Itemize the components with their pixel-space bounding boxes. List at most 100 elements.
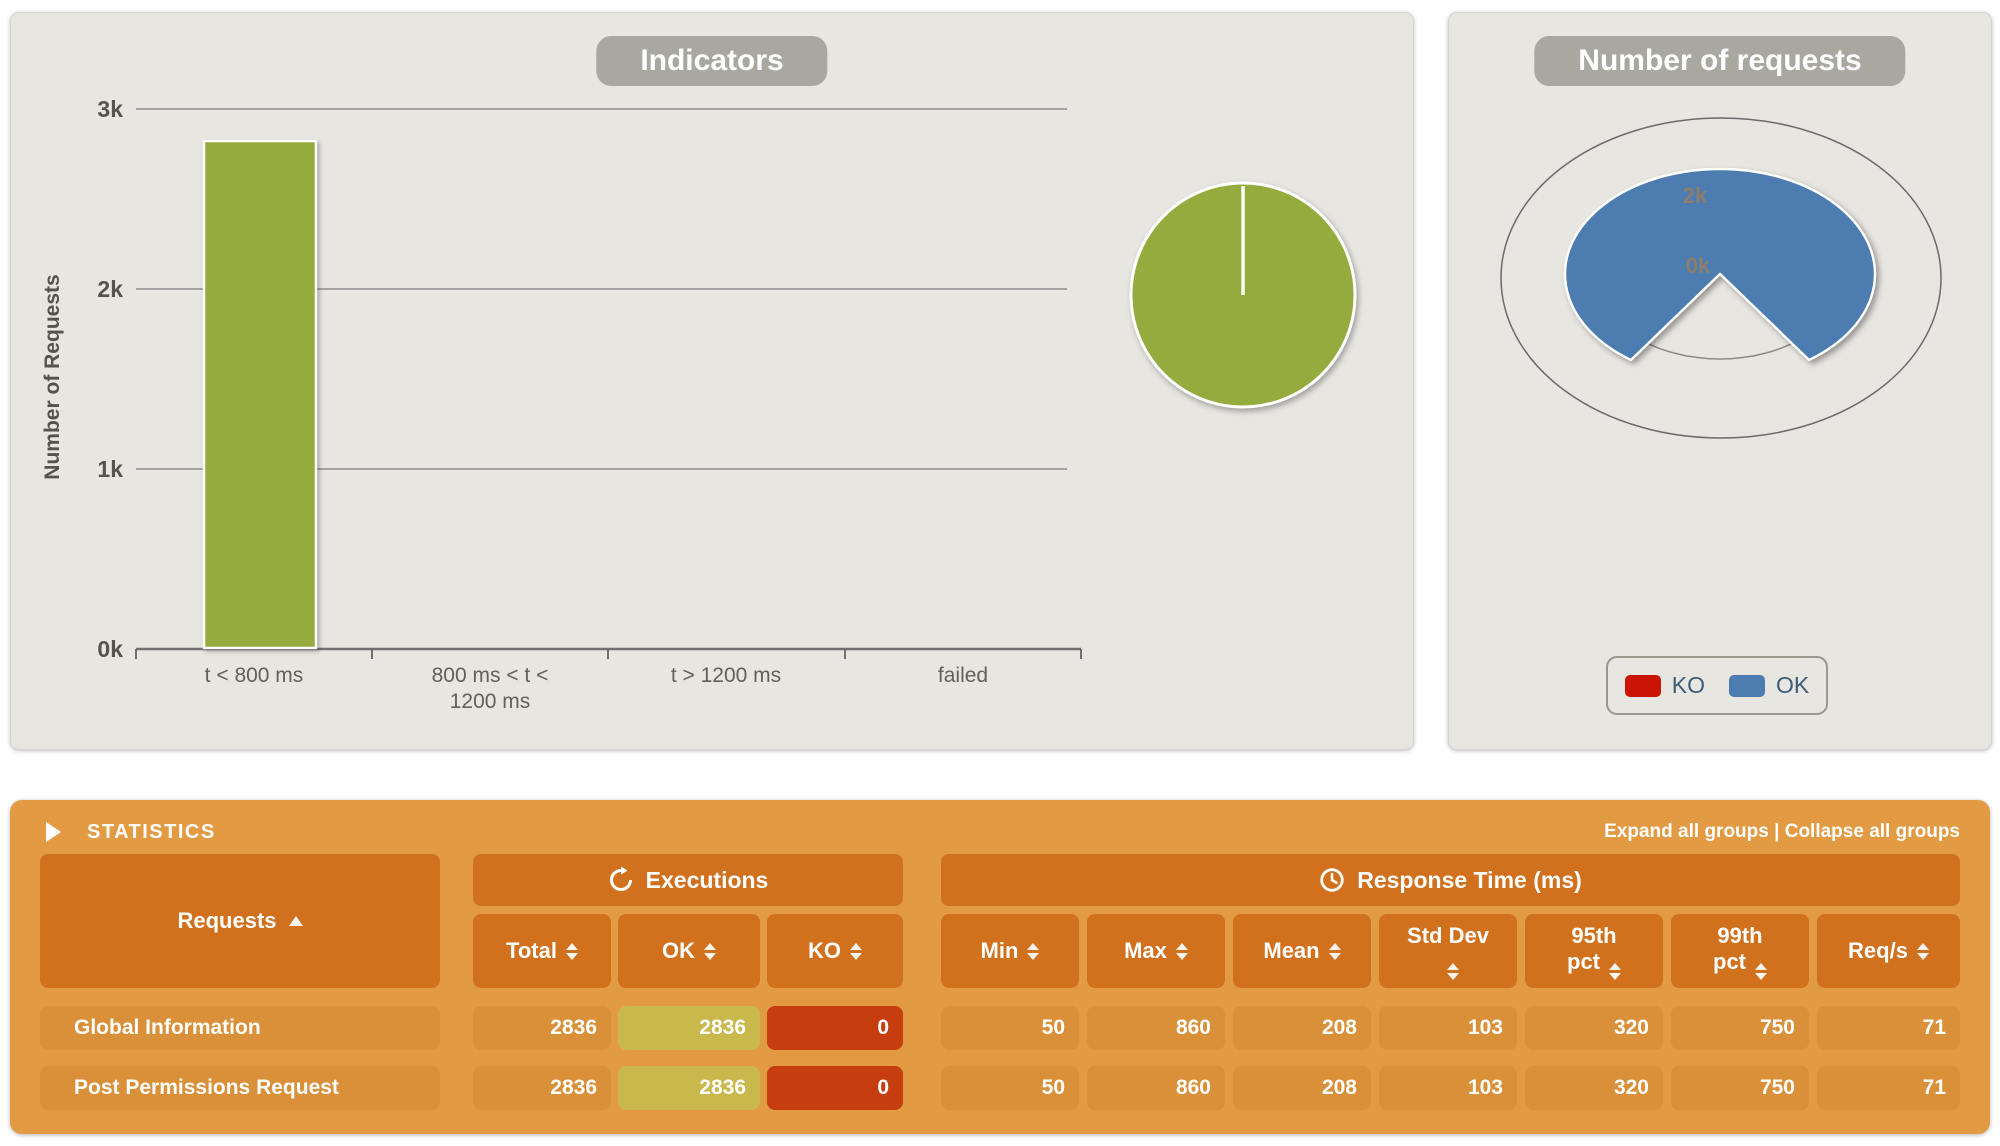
- col-header-reqps[interactable]: Req/s: [1817, 914, 1960, 988]
- group-links: Expand all groups | Collapse all groups: [1604, 821, 1960, 843]
- bar-t-less-800ms: [202, 139, 318, 650]
- col-header-total[interactable]: Total: [473, 914, 611, 988]
- cell-mean: 208: [1233, 1066, 1371, 1110]
- cell-stddev: 103: [1379, 1006, 1517, 1050]
- col-header-stddev[interactable]: Std Dev: [1379, 914, 1517, 988]
- sort-icon: [1446, 962, 1459, 980]
- sort-icon: [1916, 942, 1929, 960]
- cell-ko: 0: [767, 1066, 903, 1110]
- cell-ko: 0: [767, 1006, 903, 1050]
- y-axis-title: Number of Requests: [41, 274, 64, 480]
- col-header-95th-pct[interactable]: 95th pct: [1525, 914, 1663, 988]
- indicators-chart: [135, 108, 1357, 659]
- cell-ok: 2836: [618, 1006, 760, 1050]
- sort-icon: [704, 942, 716, 960]
- col-header-99th-pct[interactable]: 99th pct: [1671, 914, 1809, 988]
- col-header-ok[interactable]: OK: [618, 914, 760, 988]
- ko-swatch-icon: [1624, 674, 1661, 697]
- sort-icon: [1755, 962, 1767, 980]
- sort-icon: [1328, 942, 1341, 960]
- col-header-requests-label: Requests: [177, 908, 277, 933]
- links-divider: |: [1774, 821, 1780, 842]
- cell-reqps: 71: [1817, 1006, 1960, 1050]
- cell-total: 2836: [473, 1006, 611, 1050]
- legend-item-ok[interactable]: OK: [1729, 672, 1809, 699]
- col-header-max-label: Max: [1124, 938, 1167, 963]
- cell-min: 50: [941, 1006, 1079, 1050]
- col-header-requests[interactable]: Requests: [40, 854, 440, 988]
- col-header-min-label: Min: [980, 938, 1019, 963]
- x-category-3: t > 1200 ms: [670, 664, 782, 687]
- col-header-ko[interactable]: KO: [767, 914, 903, 988]
- group-header-response-time: Response Time (ms): [941, 854, 1960, 906]
- statistics-title: STATISTICS: [87, 820, 216, 843]
- statistics-table: Requests Executions Response Time (ms): [40, 854, 1960, 1110]
- group-header-executions-label: Executions: [645, 866, 769, 893]
- y-tick-1k: 1k: [97, 456, 123, 482]
- sort-icon: [1175, 942, 1188, 960]
- cell-min: 50: [941, 1066, 1079, 1110]
- legend-label-ko: KO: [1671, 672, 1705, 698]
- cell-stddev: 103: [1379, 1066, 1517, 1110]
- group-header-response-time-label: Response Time (ms): [1357, 866, 1582, 893]
- cell-total: 2836: [473, 1066, 611, 1110]
- number-of-requests-panel: Number of requests 2k 0k KO OK: [1448, 12, 1992, 750]
- sort-icon: [565, 942, 578, 960]
- y-tick-2k: 2k: [97, 276, 123, 302]
- x-category-1: t < 800 ms: [204, 664, 304, 687]
- col-header-min[interactable]: Min: [941, 914, 1079, 988]
- row-name-post-permissions-request[interactable]: Post Permissions Request: [40, 1066, 440, 1110]
- indicators-panel: Indicators Number of Requests 3k 2k 1k 0…: [10, 12, 1414, 750]
- col-header-total-label: Total: [506, 938, 557, 963]
- col-header-ko-label: KO: [808, 938, 841, 963]
- indicators-pie: [1129, 181, 1357, 409]
- polar-grid-outer: [1500, 117, 1942, 439]
- col-header-99th-pct-label: 99th pct: [1699, 923, 1781, 980]
- indicators-title: Indicators: [596, 36, 828, 86]
- col-header-ok-label: OK: [662, 938, 695, 963]
- col-header-mean-label: Mean: [1263, 938, 1320, 963]
- legend: KO OK: [1606, 656, 1828, 715]
- col-header-mean[interactable]: Mean: [1233, 914, 1371, 988]
- radial-tick-2k: 2k: [1682, 183, 1708, 208]
- statistics-section: STATISTICS Expand all groups | Collapse …: [10, 800, 1990, 1134]
- statistics-titlebar: STATISTICS Expand all groups | Collapse …: [40, 810, 1960, 854]
- collapse-arrow-icon[interactable]: [46, 822, 61, 842]
- cell-99th: 750: [1671, 1006, 1809, 1050]
- radial-tick-0k: 0k: [1685, 253, 1711, 278]
- x-category-2: 800 ms < t < 1200 ms: [431, 664, 549, 713]
- cell-ok: 2836: [618, 1066, 760, 1110]
- col-header-reqps-label: Req/s: [1848, 938, 1908, 963]
- group-header-executions: Executions: [473, 854, 903, 906]
- sort-icon: [850, 942, 862, 960]
- refresh-icon: [609, 867, 632, 892]
- cell-mean: 208: [1233, 1006, 1371, 1050]
- legend-label-ok: OK: [1776, 672, 1810, 698]
- cell-95th: 320: [1525, 1066, 1663, 1110]
- collapse-all-link[interactable]: Collapse all groups: [1784, 821, 1960, 842]
- col-header-95th-pct-label: 95th pct: [1553, 923, 1635, 980]
- col-header-max[interactable]: Max: [1087, 914, 1225, 988]
- x-category-4: failed: [937, 664, 989, 687]
- sort-icon: [1609, 962, 1621, 980]
- col-header-stddev-label: Std Dev: [1407, 923, 1489, 980]
- clock-icon: [1320, 868, 1344, 892]
- cell-max: 860: [1087, 1006, 1225, 1050]
- cell-max: 860: [1087, 1066, 1225, 1110]
- cell-95th: 320: [1525, 1006, 1663, 1050]
- row-name-global-information[interactable]: Global Information: [40, 1006, 440, 1050]
- legend-item-ko[interactable]: KO: [1624, 672, 1705, 699]
- statistics-toggle[interactable]: STATISTICS: [40, 821, 216, 844]
- polar-ok-sector: [1563, 167, 1877, 362]
- y-tick-0k: 0k: [97, 636, 123, 662]
- expand-all-link[interactable]: Expand all groups: [1604, 821, 1769, 842]
- cell-99th: 750: [1671, 1066, 1809, 1110]
- cell-reqps: 71: [1817, 1066, 1960, 1110]
- sort-icon: [1027, 942, 1040, 960]
- ok-swatch-icon: [1729, 674, 1765, 697]
- y-tick-3k: 3k: [97, 96, 123, 122]
- sort-ascending-icon: [288, 916, 303, 926]
- number-of-requests-title: Number of requests: [1534, 36, 1906, 86]
- number-of-requests-chart: [1500, 117, 1942, 439]
